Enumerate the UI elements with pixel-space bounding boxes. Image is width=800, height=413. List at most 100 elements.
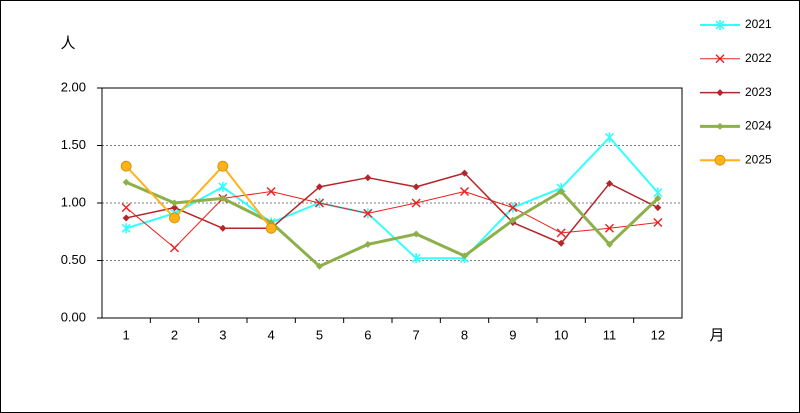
data-point xyxy=(412,183,420,191)
marker-shape xyxy=(654,204,662,212)
marker-shape xyxy=(412,183,420,191)
legend-marker xyxy=(715,20,725,30)
data-point xyxy=(654,194,662,202)
x-tick-label: 8 xyxy=(461,327,468,342)
marker-stroke xyxy=(363,208,373,218)
data-point xyxy=(411,253,421,264)
marker-shape xyxy=(217,160,229,172)
x-tick-label: 6 xyxy=(364,327,371,342)
marker-stroke xyxy=(266,187,276,196)
marker-shape xyxy=(171,204,178,212)
marker-shape xyxy=(606,179,613,187)
legend-text: 2022 xyxy=(745,51,772,65)
marker-shape xyxy=(120,160,132,172)
data-point xyxy=(218,181,228,192)
data-point xyxy=(219,194,227,202)
marker-shape xyxy=(169,212,180,224)
data-point xyxy=(315,198,324,208)
data-point xyxy=(509,216,517,224)
marker-shape xyxy=(557,188,565,195)
data-point xyxy=(170,243,179,253)
marker-shape xyxy=(461,252,468,260)
marker-shape xyxy=(509,216,517,224)
data-point xyxy=(171,199,178,207)
y-tick-label: 2.00 xyxy=(61,79,86,94)
x-axis-label: 月 xyxy=(709,327,724,344)
marker-stroke xyxy=(170,243,179,253)
legend-marker xyxy=(715,54,725,64)
legend-text: 2021 xyxy=(745,17,772,31)
marker-stroke xyxy=(121,203,131,213)
legend-marker xyxy=(716,122,724,130)
data-point xyxy=(460,187,469,196)
x-tick-label: 12 xyxy=(651,327,665,342)
x-tick-label: 7 xyxy=(413,327,420,342)
data-point xyxy=(606,179,613,187)
data-point xyxy=(364,240,372,248)
data-point xyxy=(121,203,131,213)
marker-shape xyxy=(316,183,323,191)
marker-shape xyxy=(557,239,565,247)
marker-stroke xyxy=(715,54,725,64)
marker-stroke xyxy=(556,228,566,238)
data-point xyxy=(171,204,178,212)
marker-shape xyxy=(219,224,227,232)
y-tick-label: 0.00 xyxy=(61,309,86,324)
legend-marker xyxy=(716,89,724,97)
marker-shape xyxy=(716,122,724,130)
data-point xyxy=(122,214,130,222)
marker-stroke xyxy=(605,223,614,233)
legend-text: 2024 xyxy=(745,119,772,133)
series-line xyxy=(126,172,659,244)
marker-stroke xyxy=(460,187,469,196)
marker-shape xyxy=(716,89,724,97)
data-point xyxy=(169,212,180,224)
marker-shape xyxy=(316,262,323,270)
data-point xyxy=(121,223,131,234)
marker-shape xyxy=(122,178,130,186)
marker-shape xyxy=(412,230,420,238)
data-point xyxy=(412,230,420,238)
data-point xyxy=(316,183,323,191)
data-point xyxy=(411,198,421,208)
x-tick-label: 3 xyxy=(219,327,226,342)
data-point xyxy=(604,132,615,143)
data-point xyxy=(217,160,229,172)
x-tick-label: 1 xyxy=(123,327,130,342)
data-point xyxy=(508,203,518,213)
data-point xyxy=(219,224,227,232)
marker-shape xyxy=(171,199,178,207)
series-line xyxy=(125,136,659,260)
x-tick-label: 10 xyxy=(554,327,568,342)
marker-stroke xyxy=(315,198,324,208)
legend-text: 2025 xyxy=(745,152,772,166)
series-line xyxy=(125,165,272,229)
data-point xyxy=(363,208,373,218)
data-point xyxy=(653,218,663,228)
marker-shape xyxy=(364,240,372,248)
marker-shape xyxy=(714,154,726,166)
data-point xyxy=(120,160,132,172)
data-point xyxy=(556,228,566,238)
data-point xyxy=(364,174,372,182)
marker-shape xyxy=(606,240,613,248)
data-point xyxy=(557,239,565,247)
marker-shape xyxy=(654,194,662,202)
marker-stroke xyxy=(411,198,421,208)
data-point xyxy=(122,178,130,186)
data-point xyxy=(461,169,468,177)
marker-shape xyxy=(461,169,468,177)
data-point xyxy=(605,223,614,233)
data-point xyxy=(316,262,323,270)
data-point xyxy=(654,204,662,212)
data-point xyxy=(265,222,277,234)
x-tick-label: 2 xyxy=(171,327,178,342)
y-tick-label: 1.00 xyxy=(61,194,86,209)
data-point xyxy=(266,187,276,196)
y-tick-label: 1.50 xyxy=(61,137,86,152)
data-point xyxy=(461,252,468,260)
marker-stroke xyxy=(653,218,663,228)
data-point xyxy=(606,240,613,248)
data-point xyxy=(557,188,565,195)
